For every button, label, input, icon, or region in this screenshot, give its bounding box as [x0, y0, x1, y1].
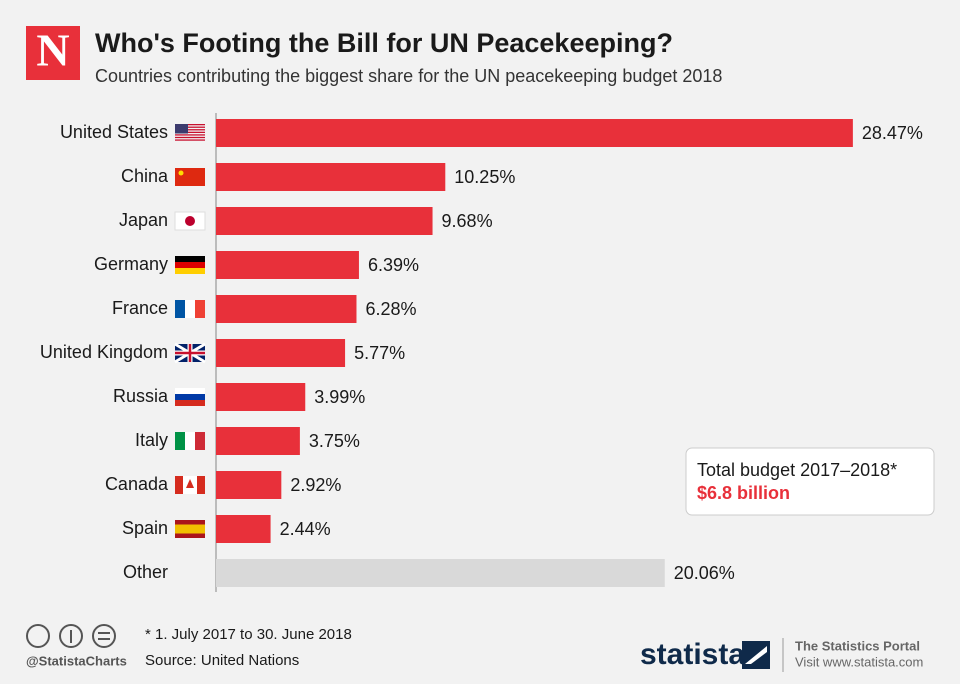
chart-subtitle: Countries contributing the biggest share…	[95, 66, 722, 86]
flag	[175, 124, 205, 141]
flag-part	[175, 344, 205, 362]
category-label: United States	[60, 122, 168, 142]
bar	[216, 163, 446, 191]
value-label: 3.75%	[309, 431, 360, 451]
category-label: Other	[123, 562, 168, 582]
flag-part	[175, 126, 205, 128]
flag-part	[175, 124, 188, 134]
bar	[216, 383, 306, 411]
flag-part	[175, 136, 205, 139]
flag	[174, 342, 206, 364]
brand-mark	[742, 641, 770, 669]
bar	[216, 119, 853, 147]
brand-tagline: The Statistics Portal	[795, 638, 920, 653]
flag-part	[197, 476, 205, 494]
flag-part	[185, 216, 195, 226]
value-label: 2.44%	[280, 519, 331, 539]
flag	[175, 388, 205, 406]
value-label: 6.28%	[365, 299, 416, 319]
flag-part	[175, 432, 185, 450]
flag-part	[175, 256, 205, 262]
bar	[216, 515, 271, 543]
flag	[175, 476, 205, 494]
flag-part	[186, 479, 194, 488]
flag	[175, 168, 205, 186]
flag-part	[185, 300, 195, 318]
brand-name: statista	[640, 638, 745, 671]
bar	[216, 207, 433, 235]
flag-part	[175, 168, 205, 186]
cc-icons	[26, 624, 116, 648]
flag	[175, 256, 205, 274]
category-label: Spain	[122, 518, 168, 538]
value-label: 3.99%	[314, 387, 365, 407]
value-label: 28.47%	[862, 123, 923, 143]
flag-part	[175, 400, 205, 406]
logo-box	[26, 26, 80, 80]
flag-part	[175, 131, 205, 133]
flag-part	[195, 432, 205, 450]
flag	[175, 432, 205, 450]
category-label: Russia	[113, 386, 169, 406]
brand-url: Visit www.statista.com	[795, 654, 923, 669]
annotation: Total budget 2017–2018*	[697, 460, 897, 480]
bar	[216, 427, 300, 455]
flag	[174, 211, 206, 231]
bar	[216, 471, 282, 499]
bar	[216, 559, 665, 587]
category-label: China	[121, 166, 169, 186]
value-label: 10.25%	[454, 167, 515, 187]
annotation-box	[685, 447, 935, 516]
flag-part	[175, 134, 205, 136]
flag-part	[175, 129, 205, 131]
flag-part	[175, 262, 205, 268]
source: Source: United Nations	[145, 652, 299, 669]
category-label: France	[112, 298, 168, 318]
category-label: Italy	[135, 430, 168, 450]
category-label: United Kingdom	[40, 342, 168, 362]
flag-part	[185, 432, 195, 450]
bar	[216, 339, 346, 367]
flag-part	[178, 170, 184, 176]
category-label: Japan	[119, 210, 168, 230]
value-label: 5.77%	[354, 343, 405, 363]
flag-part	[195, 300, 205, 318]
bar	[216, 295, 357, 323]
value-label: 9.68%	[442, 211, 493, 231]
value-label: 6.39%	[368, 255, 419, 275]
flag-part	[175, 476, 183, 494]
flag	[175, 300, 205, 318]
chart-title: Who's Footing the Bill for UN Peacekeepi…	[95, 28, 673, 58]
category-label: Canada	[105, 474, 169, 494]
category-label: Germany	[94, 254, 168, 274]
bar	[216, 251, 359, 279]
flag	[175, 520, 205, 538]
footnote: * 1. July 2017 to 30. June 2018	[145, 626, 352, 643]
logo: N	[36, 25, 69, 76]
flag-part	[175, 139, 205, 141]
flag-part	[175, 268, 205, 274]
annotation-highlight: $6.8 billion	[697, 483, 790, 503]
flag-part	[175, 394, 205, 400]
value-label: 2.92%	[290, 475, 341, 495]
flag-part	[175, 524, 205, 534]
value-label: 20.06%	[674, 563, 735, 583]
flag-part	[175, 388, 205, 394]
flag-part	[175, 124, 205, 126]
handle: @StatistaCharts	[26, 653, 127, 668]
flag-part	[175, 300, 185, 318]
